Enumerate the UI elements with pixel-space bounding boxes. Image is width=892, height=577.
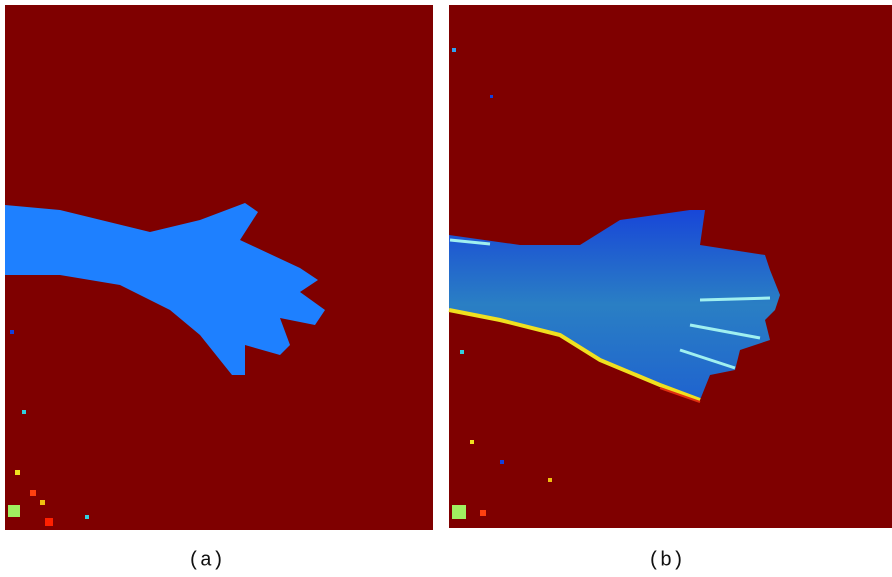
panel-caption: (b) <box>648 549 684 572</box>
panel-b <box>449 5 892 528</box>
panel-caption: (a) <box>188 549 224 572</box>
panel-a <box>5 5 433 530</box>
figure: (a) (b) <box>0 0 892 577</box>
